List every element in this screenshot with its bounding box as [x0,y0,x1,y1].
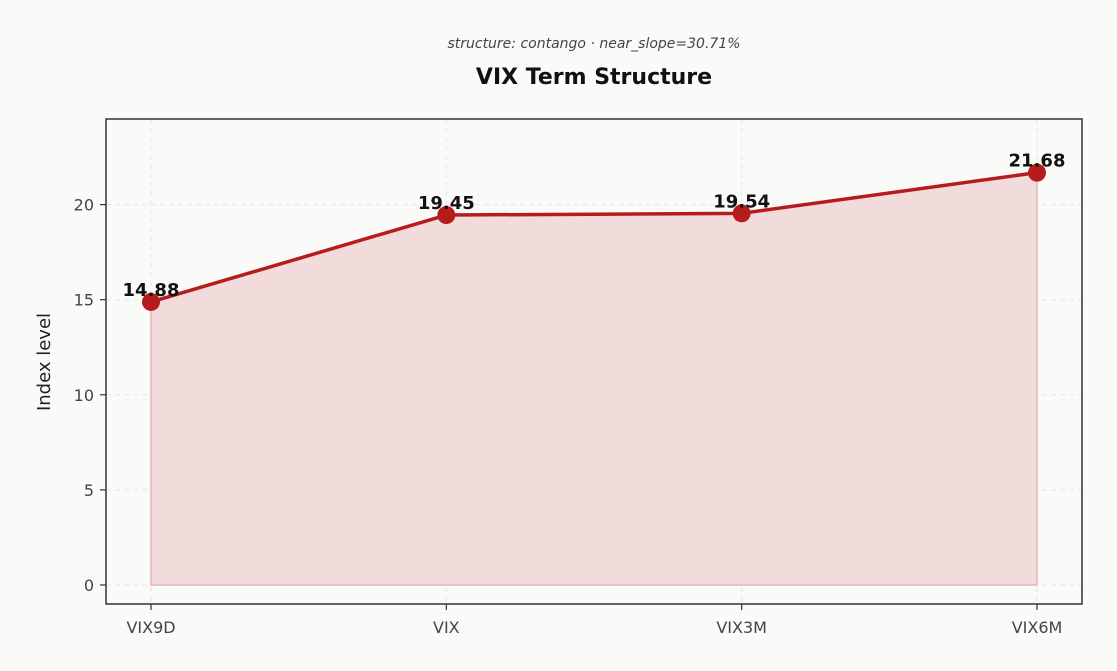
y-tick-label: 20 [74,196,94,215]
chart-title: VIX Term Structure [476,65,712,90]
plot-frame [105,118,1083,605]
y-tick-label: 10 [74,386,94,405]
series-line [149,170,1039,304]
area-layer [150,171,1038,586]
data-point [1028,163,1046,182]
chart-subtitle: structure: contango · near_slope=30.71% [447,36,740,52]
data-label: 19.54 [713,191,770,212]
data-label: 14.88 [123,280,180,301]
y-tick-label: 5 [84,481,94,500]
x-tick-label: VIX3M [716,618,767,637]
y-tick-label: 0 [84,576,94,595]
x-tick-label: VIX [433,618,460,637]
data-label: 19.45 [418,193,475,214]
data-label: 21.68 [1009,151,1066,172]
frame-layer [105,118,1083,605]
x-tick-label: VIX6M [1012,618,1063,637]
point-layer [142,163,1046,311]
data-point [732,204,751,223]
label-layer: 14.88 19.45 19.54 21.68 [123,151,1066,301]
data-point [437,206,456,225]
data-point [142,292,160,311]
y-tick-label: 15 [74,291,94,310]
x-tick-label: VIX9D [126,618,175,637]
y-axis-label: Index level [34,313,55,411]
tick-layer: 0 5 10 15 20 VIX9D VIX VIX3M VIX6M [74,196,1063,637]
line-layer [149,170,1039,304]
area-fill [150,171,1038,586]
